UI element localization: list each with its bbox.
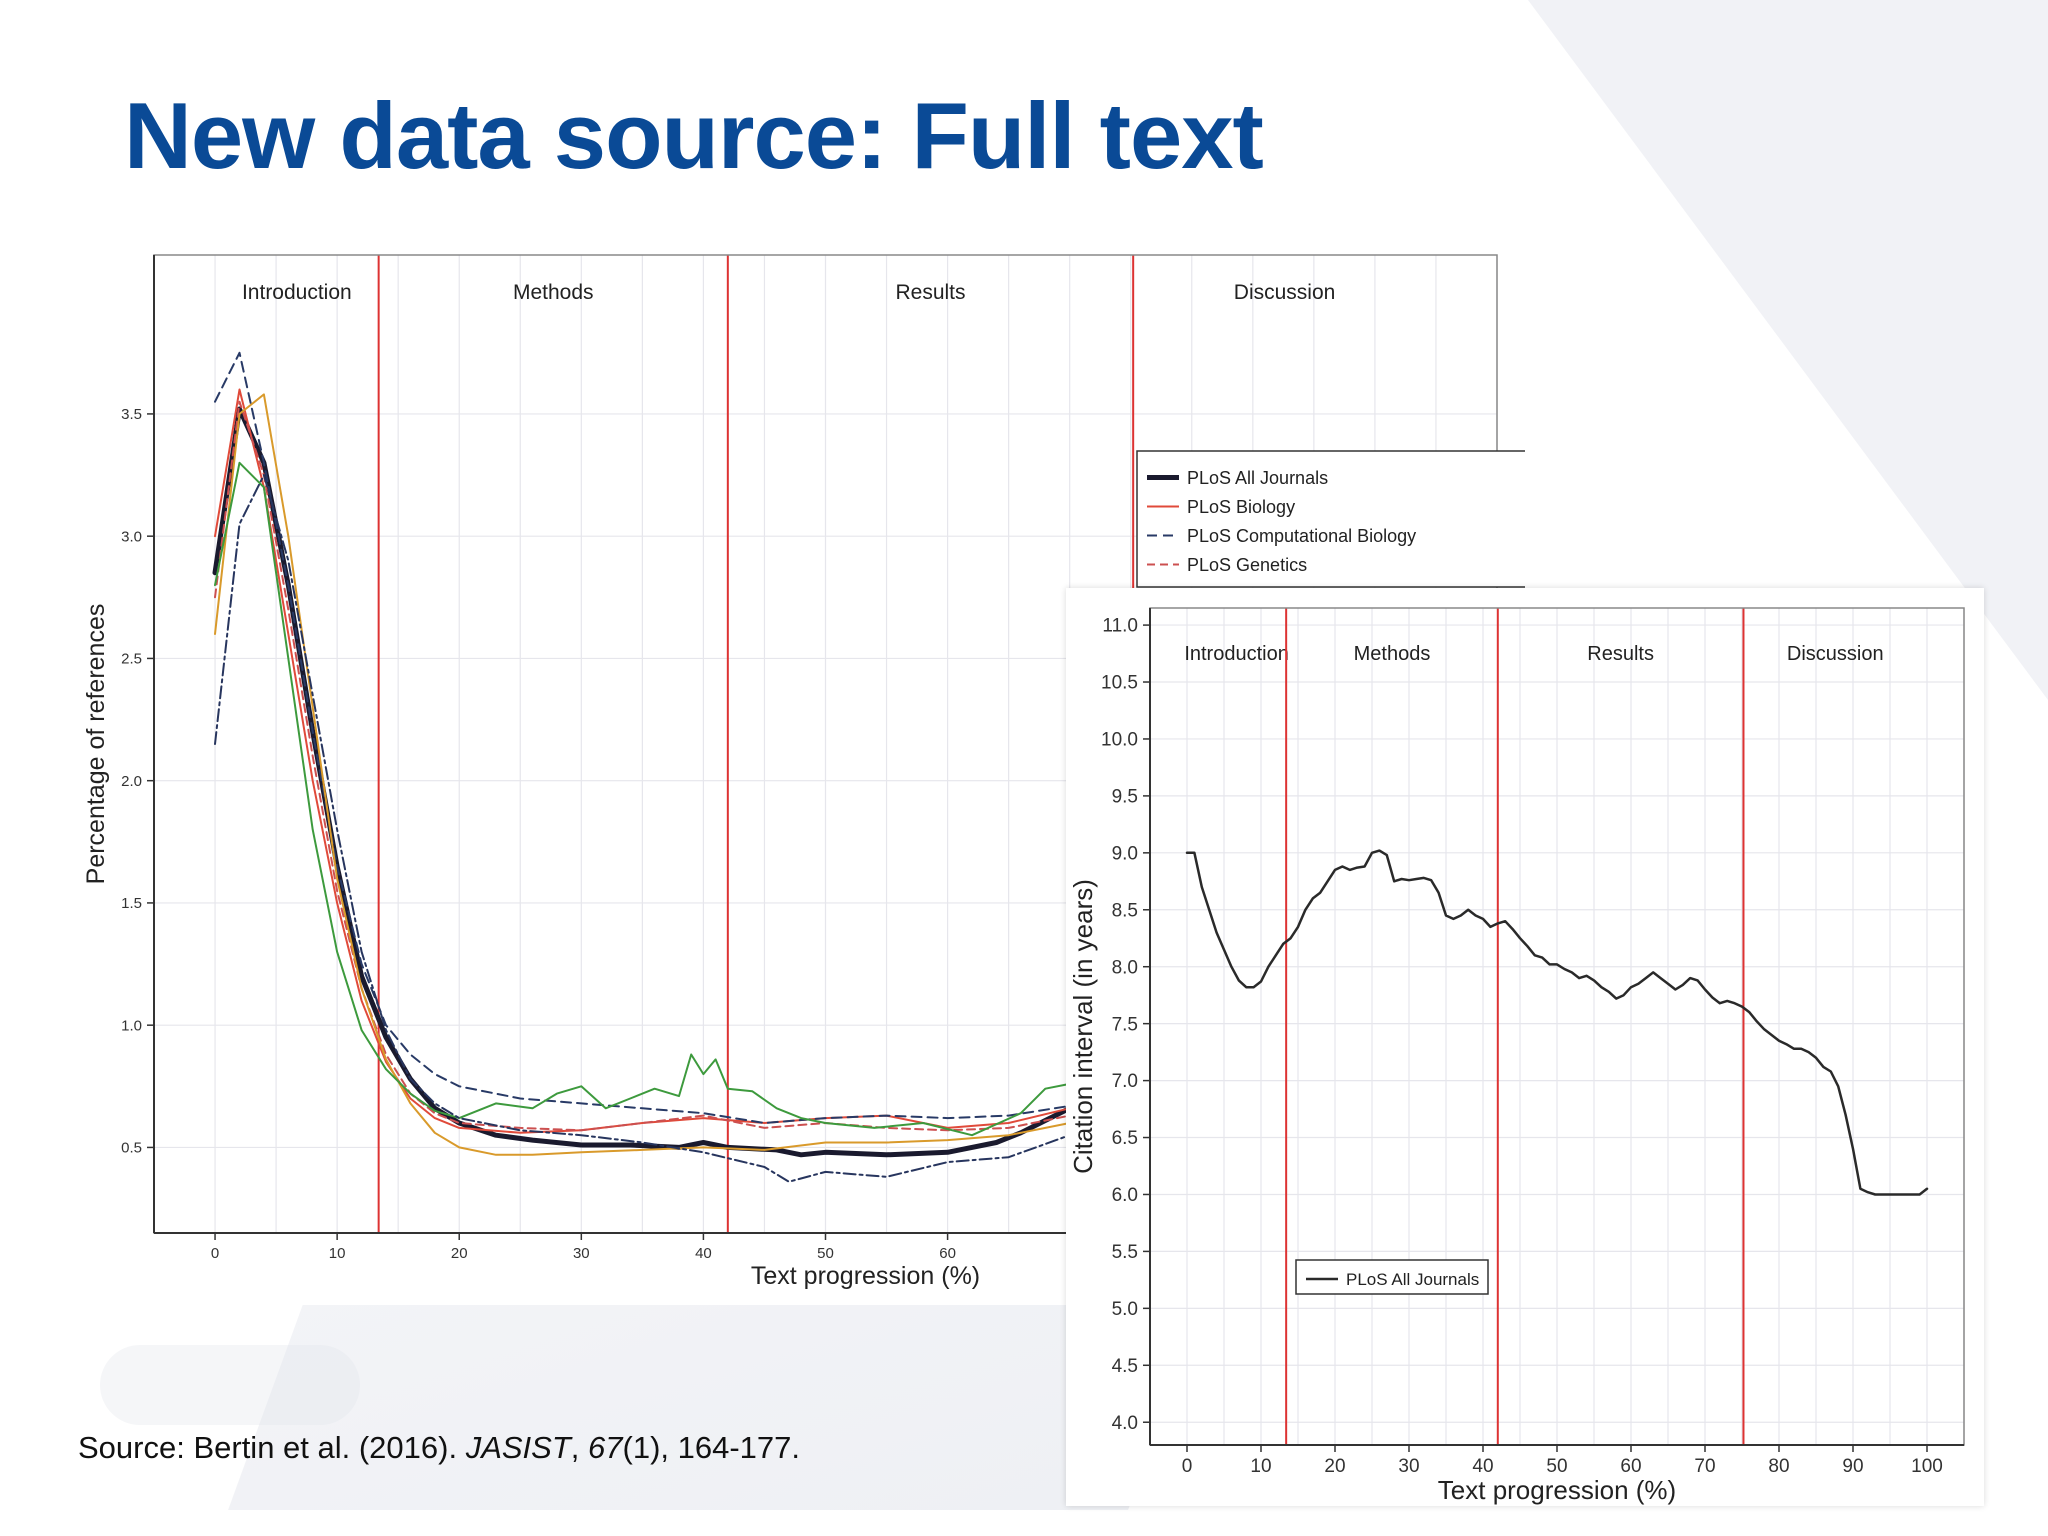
y-tick-label: 6.0 [1112,1185,1138,1206]
y-tick-label: 7.0 [1112,1071,1138,1092]
y-tick-label: 10.0 [1101,730,1138,751]
y-tick-label: 10.5 [1101,673,1138,694]
x-axis-title: Text progression (%) [1438,1475,1676,1505]
section-label: Discussion [1787,643,1884,665]
y-tick-label: 9.5 [1112,787,1138,808]
y-tick-label: 0.5 [121,1140,142,1157]
legend-label: PLoS Genetics [1187,555,1307,575]
x-axis-title: Text progression (%) [751,1262,980,1290]
y-tick-label: 8.5 [1112,900,1138,921]
source-sep: , [570,1430,589,1465]
series-line-1 [214,388,1120,1134]
x-tick-label: 70 [1694,1456,1715,1477]
y-axis-title: Citation interval (in years) [1068,879,1098,1174]
legend-label: PLoS Biology [1187,497,1295,517]
x-tick-label: 0 [211,1245,219,1262]
section-label: Results [1587,643,1654,665]
source-prefix: Source: Bertin et al. (2016). [78,1430,466,1465]
y-tick-label: 1.5 [121,895,142,912]
source-journal: JASIST [465,1430,571,1465]
legend-label: PLoS All Journals [1187,468,1328,488]
x-tick-label: 60 [1620,1456,1641,1477]
x-tick-label: 100 [1911,1456,1943,1477]
y-tick-label: 9.0 [1112,843,1138,864]
section-label: Introduction [1184,643,1289,665]
y-tick-label: 4.5 [1112,1356,1138,1377]
x-tick-label: 10 [329,1245,346,1262]
section-label: Discussion [1234,281,1336,304]
chart-2-canvas: Introduction Methods Results Discussion 0 10 2… [1068,607,1965,1505]
legend-label: PLoS Computational Biology [1187,526,1416,546]
y-tick-label: 5.0 [1112,1299,1138,1320]
background-shape [1528,0,2048,700]
y-tick-label: 6.5 [1112,1128,1138,1149]
y-tick-label: 3.5 [121,406,142,423]
x-tick-label: 40 [695,1245,712,1262]
chart-citation-interval: Introduction Methods Results Discussion 0 10 2… [1066,588,1984,1506]
y-tick-label: 4.0 [1112,1413,1138,1434]
slide-title: New data source: Full text [124,83,1264,188]
x-tick-label: 60 [939,1245,956,1262]
series-line-2 [214,351,1120,1124]
x-tick-label: 20 [451,1245,468,1262]
source-citation: Source: Bertin et al. (2016). JASIST, 67… [78,1430,800,1466]
legend-box [1136,450,1525,588]
y-tick-label: 3.0 [121,528,142,545]
y-tick-label: 2.5 [121,651,142,668]
x-tick-label: 50 [1546,1456,1567,1477]
section-label: Introduction [242,281,352,304]
source-volume: 67 [588,1430,623,1465]
y-tick-label: 5.5 [1112,1242,1138,1263]
y-tick-label: 1.0 [121,1017,142,1034]
y-tick-label: 2.0 [121,773,142,790]
x-tick-label: 40 [1472,1456,1493,1477]
source-issue-pages: (1), 164-177. [622,1430,801,1465]
legend-label: PLoS All Journals [1346,1270,1479,1289]
section-label: Methods [1354,643,1431,665]
legend-box [1295,1259,1489,1295]
x-tick-label: 30 [573,1245,590,1262]
section-label: Methods [513,281,594,304]
y-tick-label: 7.5 [1112,1014,1138,1035]
legend: PLoS All Journals [1295,1259,1489,1295]
series-line-6 [214,474,1120,1183]
y-tick-label: 11.0 [1102,616,1138,637]
x-tick-label: 0 [1182,1456,1193,1477]
series-line-0 [1185,849,1929,1196]
x-tick-label: 90 [1842,1456,1863,1477]
y-axis-title: Percentage of references [82,604,110,885]
series-line-3 [214,400,1120,1132]
y-tick-label: 8.0 [1112,957,1138,978]
x-tick-label: 10 [1250,1456,1271,1477]
x-tick-label: 80 [1768,1456,1789,1477]
x-tick-label: 50 [817,1245,834,1262]
watermark-logo [100,1345,360,1425]
section-label: Results [895,281,965,304]
legend: PLoS All Journals PLoS Biology PLoS Comput… [1136,450,1525,588]
series-line-5 [214,461,1120,1137]
x-tick-label: 30 [1398,1456,1419,1477]
x-tick-label: 20 [1324,1456,1345,1477]
